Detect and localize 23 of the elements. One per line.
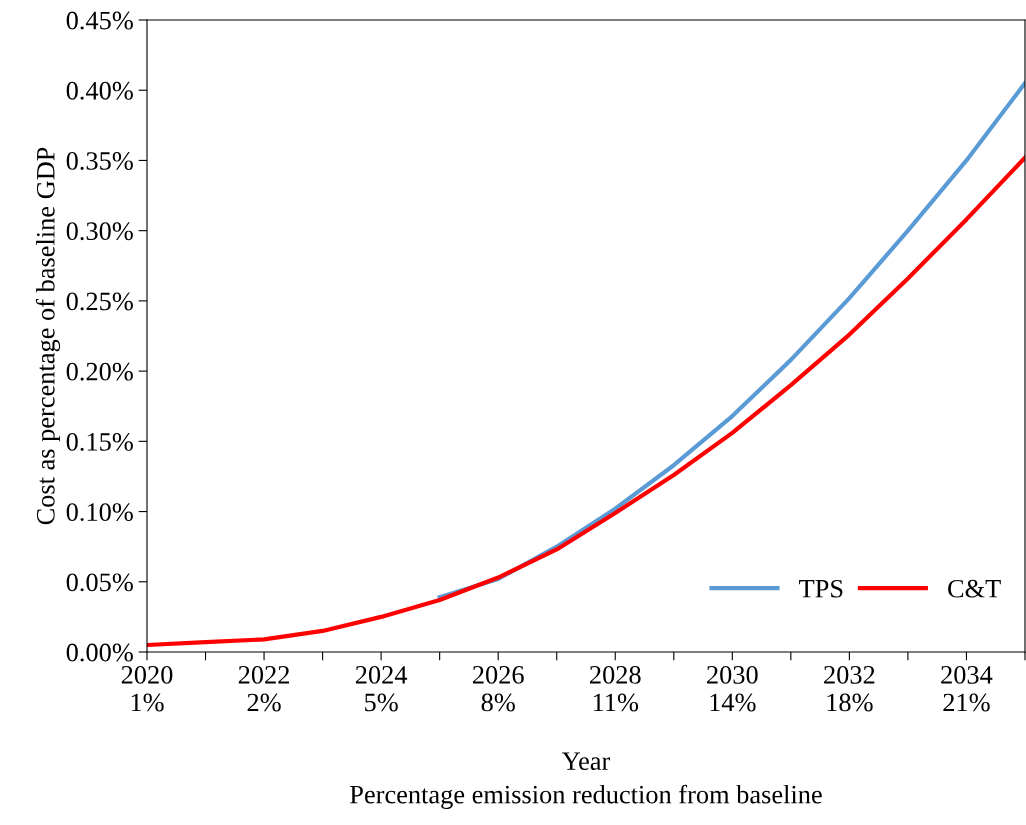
legend-label: TPS	[799, 579, 843, 598]
y-tick-label: 0.35%	[66, 152, 133, 170]
x-tick-label: 2032 18%	[824, 665, 875, 712]
y-tick-label: 0.40%	[66, 81, 133, 100]
x-tick-label: 2022 2%	[238, 665, 289, 712]
x-tick-label: 2028 11%	[590, 665, 641, 712]
y-tick-label: 0.45%	[66, 11, 133, 30]
y-tick-label: 0.20%	[66, 362, 133, 381]
y-tick-label: 0.25%	[66, 292, 133, 311]
y-tick-label: 0.15%	[66, 432, 133, 451]
legend-label: C&T	[948, 579, 1001, 598]
x-axis-title: Year Percentage emission reduction from baseline	[350, 752, 822, 809]
line-series	[147, 155, 1025, 648]
x-tick-label: 2024 5%	[355, 665, 408, 712]
y-tick-label: 0.00%	[66, 643, 133, 662]
x-tick-label: 2030 14%	[707, 665, 758, 712]
x-tick-label: 2034 21%	[941, 665, 993, 712]
y-tick-label: 0.05%	[66, 573, 133, 592]
y-tick-label: 0.10%	[66, 503, 133, 522]
x-tick-label: 2026 8%	[472, 665, 524, 712]
y-axis-title: Cost as percentage of baseline GDP	[35, 147, 61, 525]
y-tick-label: 0.30%	[66, 222, 133, 241]
x-tick-label: 2020 1%	[121, 665, 173, 712]
